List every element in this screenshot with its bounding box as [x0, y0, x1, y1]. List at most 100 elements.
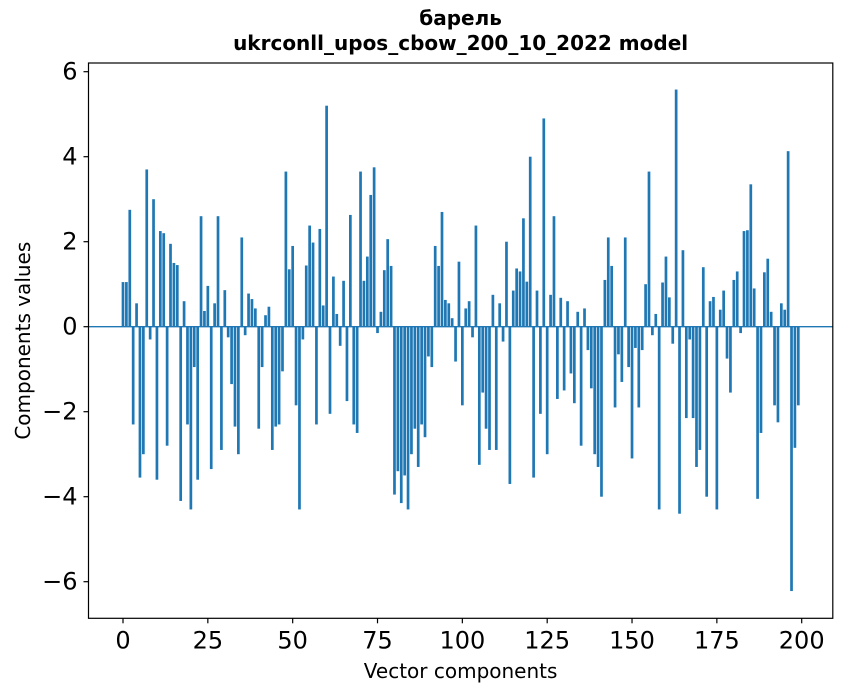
- y-tick-label: 6: [62, 58, 77, 86]
- bar: [552, 216, 556, 327]
- bar: [437, 265, 440, 327]
- bar: [464, 308, 468, 327]
- bar: [651, 326, 654, 336]
- bar: [484, 326, 488, 429]
- y-tick-label: 2: [62, 228, 77, 256]
- bar: [579, 326, 583, 446]
- bar: [501, 326, 505, 342]
- bar: [148, 326, 152, 340]
- bar: [365, 256, 369, 327]
- bar: [684, 326, 688, 419]
- bar: [196, 326, 200, 480]
- y-tick-label: −4: [42, 483, 77, 511]
- bar: [338, 326, 342, 346]
- bar: [539, 326, 542, 414]
- bar: [627, 326, 630, 368]
- bar: [637, 326, 641, 408]
- bar: [705, 326, 709, 497]
- bar: [291, 245, 295, 327]
- bar: [125, 282, 128, 327]
- bar: [569, 326, 573, 374]
- bar: [304, 265, 308, 327]
- bar: [182, 301, 186, 327]
- bar: [186, 326, 189, 425]
- bar: [328, 326, 332, 414]
- bar: [668, 297, 671, 327]
- bar: [752, 288, 756, 327]
- chart-subtitle: ukrconll_upos_cbow_200_10_2022 model: [233, 31, 688, 55]
- x-axis-label: Vector components: [364, 659, 558, 683]
- bar: [545, 326, 549, 455]
- x-axis-ticks: 0 25 50 75 100 125 150 175 200: [115, 618, 825, 654]
- bar: [712, 296, 715, 327]
- y-tick-label: −6: [42, 568, 77, 596]
- bar: [355, 326, 359, 433]
- y-axis-ticks: −6 −4 −2 0 2 4 6: [42, 58, 89, 596]
- bar: [199, 216, 203, 327]
- bar: [722, 290, 725, 327]
- bar: [657, 326, 661, 510]
- bar: [467, 301, 471, 327]
- bar: [301, 326, 305, 340]
- bar: [243, 326, 247, 336]
- bar: [298, 326, 301, 510]
- bar: [481, 326, 485, 393]
- bar: [335, 313, 339, 327]
- bar: [640, 326, 644, 351]
- bar: [382, 270, 386, 327]
- bar: [444, 299, 447, 327]
- bar: [630, 326, 634, 459]
- bar: [779, 303, 783, 327]
- bar: [189, 326, 193, 510]
- x-tick-label: 25: [193, 626, 224, 654]
- bar: [349, 214, 352, 327]
- bar: [749, 184, 753, 327]
- bar: [250, 299, 254, 327]
- bar: [406, 326, 410, 510]
- bar: [549, 294, 552, 327]
- bar: [223, 290, 227, 327]
- chart-title: барель: [419, 6, 502, 30]
- bar: [718, 309, 722, 327]
- bar: [413, 326, 417, 429]
- bar: [739, 326, 742, 334]
- bar: [454, 326, 457, 362]
- x-tick-label: 50: [277, 626, 308, 654]
- bar: [610, 265, 614, 327]
- bar: [688, 326, 692, 340]
- bar: [756, 326, 759, 499]
- bar: [661, 282, 664, 327]
- bar: [786, 151, 790, 327]
- bar: [562, 326, 566, 391]
- bar: [773, 326, 776, 406]
- y-tick-label: −2: [42, 398, 77, 426]
- bar: [372, 167, 376, 327]
- bar: [783, 309, 787, 327]
- x-tick-label: 0: [115, 626, 130, 654]
- bar: [742, 231, 746, 327]
- bar: [620, 326, 624, 382]
- bar: [257, 326, 261, 429]
- bar: [423, 326, 427, 438]
- bar: [776, 326, 780, 423]
- bar: [352, 326, 356, 425]
- bar: [332, 276, 335, 327]
- bar: [477, 326, 481, 465]
- bar: [769, 311, 773, 327]
- bar: [511, 290, 515, 327]
- bar: [267, 306, 271, 327]
- y-tick-label: 0: [62, 313, 77, 341]
- bar: [281, 326, 284, 372]
- bar: [508, 326, 512, 484]
- bar: [600, 326, 603, 497]
- bar: [254, 308, 257, 327]
- bar: [158, 231, 162, 327]
- bar: [518, 271, 522, 327]
- bar: [535, 290, 539, 327]
- bar: [155, 326, 159, 480]
- bar: [433, 245, 437, 327]
- bar: [576, 311, 580, 327]
- bar: [274, 326, 278, 427]
- bar: [138, 326, 142, 478]
